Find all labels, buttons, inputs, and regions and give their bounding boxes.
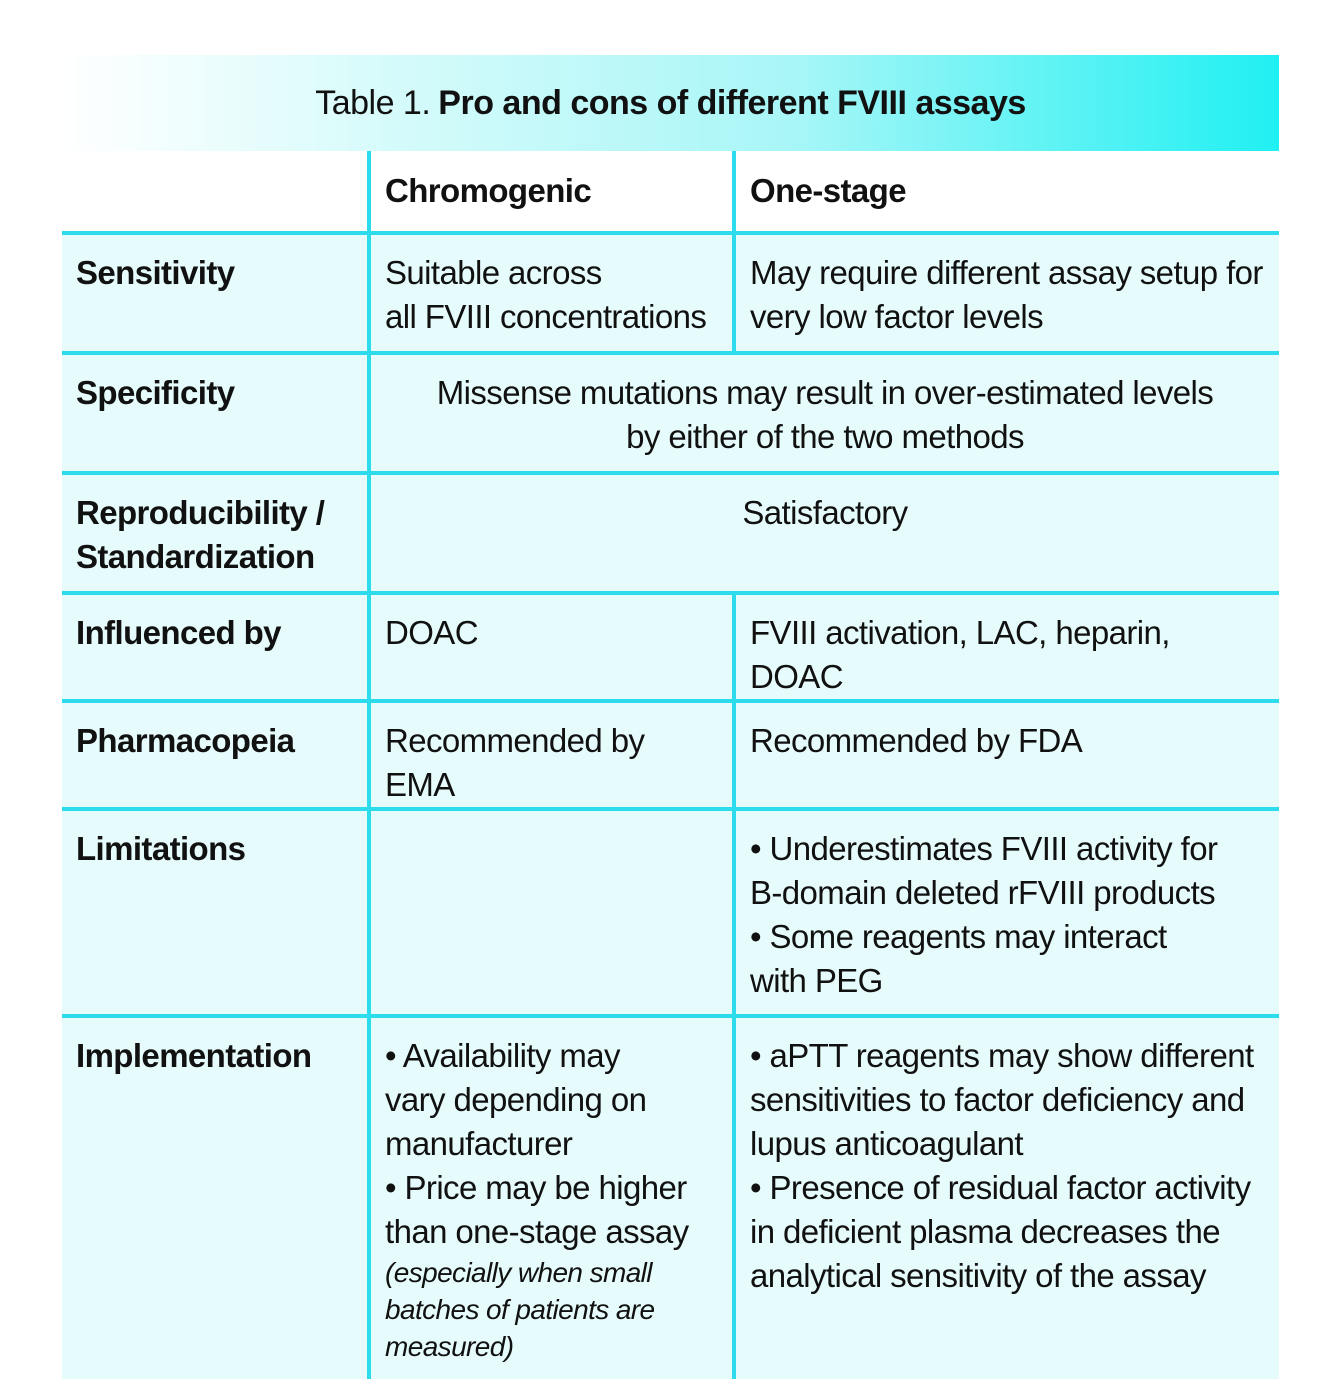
fviii-assay-table: Table 1. Pro and cons of different FVIII… (62, 55, 1279, 1379)
row-sensitivity: Sensitivity Suitable across all FVIII co… (62, 231, 1279, 355)
row-implementation: Implementation • Availability may vary d… (62, 1014, 1279, 1379)
label-sensitivity: Sensitivity (62, 231, 371, 355)
row-limitations: Limitations • Underestimates FVIII activ… (62, 807, 1279, 1018)
influenced-chromogenic: DOAC (367, 591, 736, 703)
table-title: Table 1. Pro and cons of different FVIII… (62, 55, 1279, 151)
implementation-note: (especially when small (385, 1257, 653, 1288)
label-reproducibility: Reproducibility / Standardization (62, 471, 371, 595)
header-one-stage: One-stage (732, 151, 1279, 235)
pharmacopeia-chromogenic: Recommended by EMA (367, 699, 736, 811)
specificity-both: Missense mutations may result in over-es… (367, 351, 1279, 475)
pharmacopeia-one-stage: Recommended by FDA (732, 699, 1279, 811)
implementation-chromogenic: • Availability may vary depending on man… (367, 1014, 736, 1379)
limitations-chromogenic (367, 807, 736, 1018)
implementation-one-stage: • aPTT reagents may show different sensi… (732, 1014, 1279, 1379)
row-influenced-by: Influenced by DOAC FVIII activation, LAC… (62, 591, 1279, 703)
row-reproducibility: Reproducibility / Standardization Satisf… (62, 471, 1279, 595)
header-empty-cell (62, 151, 371, 235)
header-chromogenic: Chromogenic (367, 151, 736, 235)
row-pharmacopeia: Pharmacopeia Recommended by EMA Recommen… (62, 699, 1279, 811)
label-limitations: Limitations (62, 807, 371, 1018)
label-pharmacopeia: Pharmacopeia (62, 699, 371, 811)
label-influenced-by: Influenced by (62, 591, 371, 703)
sensitivity-one-stage: May require different assay setup for ve… (732, 231, 1279, 355)
row-specificity: Specificity Missense mutations may resul… (62, 351, 1279, 475)
influenced-one-stage: FVIII activation, LAC, heparin, DOAC (732, 591, 1279, 703)
limitations-one-stage: • Underestimates FVIII activity for B-do… (732, 807, 1279, 1018)
title-main: Pro and cons of different FVIII assays (438, 83, 1026, 122)
label-implementation: Implementation (62, 1014, 371, 1379)
sensitivity-chromogenic: Suitable across all FVIII concentrations (367, 231, 736, 355)
header-row: Chromogenic One-stage (62, 151, 1279, 235)
assay-comparison-table: Chromogenic One-stage Sensitivity Suitab… (62, 151, 1279, 1379)
title-prefix: Table 1. (315, 83, 431, 122)
reproducibility-both: Satisfactory (367, 471, 1279, 595)
label-specificity: Specificity (62, 351, 371, 475)
